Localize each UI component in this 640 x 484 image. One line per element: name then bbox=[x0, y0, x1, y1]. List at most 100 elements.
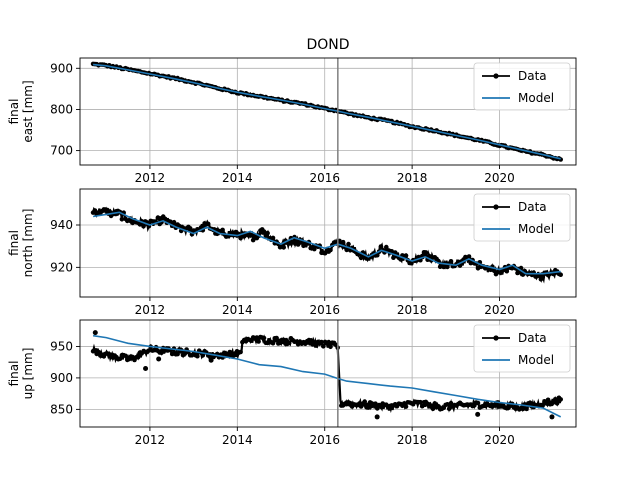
data-point bbox=[391, 255, 396, 260]
x-tick-label: 2016 bbox=[309, 171, 340, 185]
legend: Data Model bbox=[473, 193, 571, 242]
data-point bbox=[375, 252, 380, 258]
x-tick-label: 2014 bbox=[222, 303, 253, 317]
chart-title: DOND bbox=[306, 37, 349, 53]
data-point bbox=[430, 406, 436, 412]
data-point bbox=[92, 208, 98, 213]
data-point bbox=[445, 264, 450, 270]
data-point bbox=[445, 402, 450, 407]
data-point bbox=[340, 239, 346, 245]
data-point bbox=[270, 235, 276, 241]
data-point bbox=[418, 399, 423, 405]
legend: Data Model bbox=[473, 324, 571, 373]
data-point bbox=[466, 254, 472, 259]
y-axis-label: finalup [mm] bbox=[7, 348, 35, 400]
data-point bbox=[506, 405, 511, 411]
series-model-line bbox=[92, 334, 562, 418]
data-point bbox=[169, 351, 175, 357]
y-axis-label: finaleast [mm] bbox=[7, 80, 35, 142]
data-point bbox=[344, 247, 350, 253]
data-point bbox=[540, 274, 545, 280]
axes-frame bbox=[79, 319, 577, 428]
data-point bbox=[256, 339, 261, 344]
data-point bbox=[367, 400, 373, 405]
data-point bbox=[419, 403, 425, 409]
data-point bbox=[549, 414, 555, 420]
data-point bbox=[366, 405, 371, 410]
data-point bbox=[238, 235, 243, 241]
data-point bbox=[346, 241, 351, 247]
data-point bbox=[475, 266, 481, 271]
data-point bbox=[374, 414, 380, 420]
legend-model-label: Model bbox=[518, 91, 554, 105]
data-point bbox=[117, 356, 123, 362]
data-point bbox=[156, 356, 162, 362]
data-point bbox=[107, 209, 112, 214]
data-point bbox=[200, 353, 206, 358]
data-point bbox=[475, 411, 481, 417]
data-point bbox=[290, 239, 296, 245]
data-point bbox=[558, 397, 563, 402]
data-point bbox=[403, 253, 409, 258]
data-point bbox=[448, 259, 454, 264]
y-axis-label: finalnorth [mm] bbox=[7, 209, 35, 278]
x-tick-label: 2012 bbox=[135, 303, 166, 317]
legend: Data Model bbox=[473, 62, 571, 111]
x-tick-label: 2020 bbox=[484, 303, 515, 317]
data-point bbox=[427, 253, 432, 259]
data-point bbox=[182, 351, 188, 357]
data-point bbox=[249, 233, 254, 238]
x-tick-label: 2016 bbox=[309, 433, 340, 447]
data-point bbox=[155, 215, 161, 220]
data-point bbox=[274, 335, 279, 341]
series-model-line bbox=[93, 63, 561, 160]
data-point bbox=[175, 351, 180, 357]
data-point bbox=[119, 217, 125, 222]
panel-up: 2012 2014 2016 2018 2020 850 900 950 finalup [mm… bbox=[7, 319, 577, 447]
data-point bbox=[403, 404, 409, 409]
data-point bbox=[295, 242, 301, 247]
legend-model-label: Model bbox=[518, 353, 554, 367]
x-tick-label: 2016 bbox=[309, 303, 340, 317]
data-point bbox=[254, 335, 260, 340]
x-tick-label: 2018 bbox=[397, 433, 428, 447]
data-point bbox=[398, 257, 403, 262]
x-tick-label: 2014 bbox=[222, 433, 253, 447]
data-point bbox=[432, 401, 438, 406]
data-point bbox=[205, 221, 211, 227]
data-point bbox=[159, 350, 164, 356]
data-point bbox=[92, 330, 98, 336]
data-point bbox=[540, 403, 545, 408]
y-tick-label: 920 bbox=[50, 260, 73, 274]
data-point bbox=[504, 268, 510, 274]
y-tick-label: 700 bbox=[50, 144, 73, 158]
data-point bbox=[162, 216, 168, 222]
data-point bbox=[446, 406, 452, 412]
data-point bbox=[135, 355, 141, 360]
data-point bbox=[143, 365, 149, 371]
x-tick-label: 2012 bbox=[135, 171, 166, 185]
panel-east: 2012 2014 2016 2018 2020 700 800 900 finaleast [… bbox=[7, 57, 577, 185]
data-point bbox=[171, 220, 177, 225]
data-point bbox=[553, 397, 558, 402]
legend-model-label: Model bbox=[518, 222, 554, 236]
data-point bbox=[554, 401, 560, 406]
data-point bbox=[312, 246, 317, 252]
data-point bbox=[362, 399, 368, 404]
data-point bbox=[281, 245, 287, 250]
legend-data-marker bbox=[493, 73, 499, 79]
legend-data-marker bbox=[493, 335, 499, 341]
data-point bbox=[141, 224, 146, 229]
data-point bbox=[123, 353, 128, 359]
data-point bbox=[545, 397, 551, 403]
data-point bbox=[308, 338, 314, 343]
data-point bbox=[261, 229, 267, 234]
data-point bbox=[195, 353, 200, 359]
y-tick-label: 850 bbox=[50, 402, 73, 416]
data-point bbox=[168, 219, 173, 224]
data-point bbox=[250, 237, 256, 243]
data-point bbox=[328, 344, 333, 350]
data-point bbox=[220, 227, 225, 233]
